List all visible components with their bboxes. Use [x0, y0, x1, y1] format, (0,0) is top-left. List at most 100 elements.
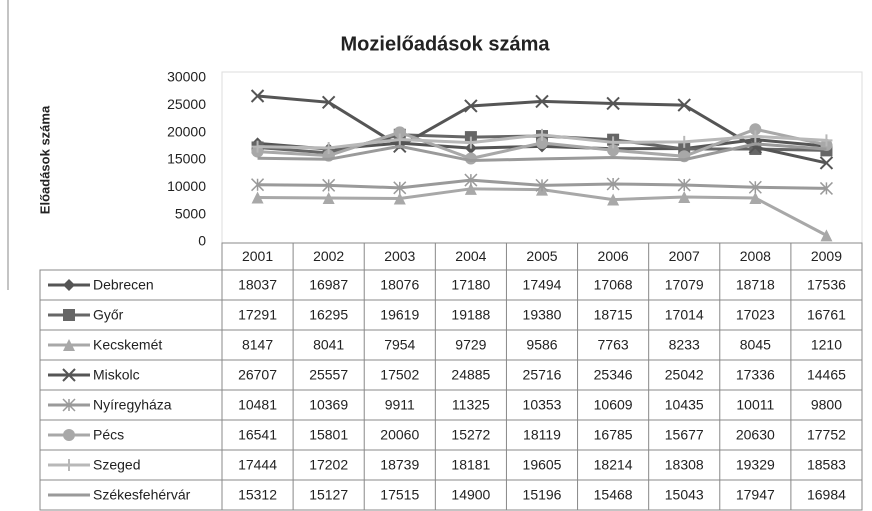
table-value: 17180 — [451, 277, 490, 293]
table-value: 19188 — [451, 307, 490, 323]
y-tick-label: 25000 — [167, 96, 206, 112]
x-tick-label: 2008 — [740, 248, 771, 264]
y-tick-label: 5000 — [175, 205, 206, 221]
marker — [322, 178, 336, 192]
table-value: 14465 — [807, 367, 846, 383]
table-value: 17947 — [736, 487, 775, 503]
marker — [820, 134, 833, 147]
table-value: 19329 — [736, 457, 775, 473]
y-axis-label: Előadások száma — [37, 105, 52, 214]
table-row — [39, 329, 863, 361]
table-value: 17023 — [736, 307, 775, 323]
table-value: 10481 — [238, 397, 277, 413]
marker — [62, 368, 76, 382]
marker — [819, 156, 834, 170]
marker — [606, 177, 620, 191]
table-value: 1210 — [811, 337, 842, 353]
x-tick-label: 2007 — [669, 248, 700, 264]
table-value: 24885 — [451, 367, 490, 383]
marker — [748, 180, 762, 194]
series-line — [257, 142, 827, 163]
marker — [321, 95, 336, 109]
table-value: 19605 — [523, 457, 562, 473]
table-value: 17536 — [807, 277, 846, 293]
table-value: 9800 — [811, 397, 842, 413]
table-value: 10011 — [736, 397, 774, 413]
table-value: 20060 — [380, 427, 419, 443]
series-line — [257, 187, 828, 237]
marker — [63, 309, 75, 321]
marker — [677, 98, 691, 112]
marker — [749, 130, 762, 143]
marker — [606, 96, 620, 111]
table-value: 17202 — [309, 457, 348, 473]
table-value: 10369 — [309, 397, 348, 413]
x-tick-label: 2004 — [455, 248, 486, 264]
table-value: 25346 — [594, 367, 633, 383]
marker — [322, 192, 335, 205]
table-value: 10353 — [523, 397, 562, 413]
marker — [464, 182, 477, 195]
marker — [251, 178, 265, 192]
marker — [393, 126, 406, 139]
table-value: 17502 — [380, 367, 419, 383]
x-tick-label: 2009 — [811, 248, 842, 264]
marker — [749, 192, 762, 205]
y-tick-label: 15000 — [167, 151, 206, 167]
table-value: 15127 — [309, 487, 348, 503]
table-value: 9911 — [385, 397, 415, 413]
table-value: 16984 — [807, 487, 846, 503]
table-value: 7763 — [598, 337, 629, 353]
marker — [63, 429, 75, 441]
marker — [464, 173, 478, 187]
table-value: 16785 — [594, 427, 633, 443]
table-value: 14900 — [451, 487, 490, 503]
legend-label: Debrecen — [93, 277, 154, 293]
marker — [607, 193, 620, 206]
table-value: 17079 — [665, 277, 704, 293]
table-value: 8041 — [313, 337, 344, 353]
table-value: 8045 — [740, 337, 771, 353]
table-value: 25557 — [309, 367, 348, 383]
marker — [607, 136, 620, 149]
marker — [63, 339, 75, 351]
table-value: 18119 — [523, 427, 561, 443]
table-value: 26707 — [238, 367, 277, 383]
table-value: 18076 — [380, 277, 419, 293]
legend-label: Szeged — [93, 457, 140, 473]
table-value: 15468 — [594, 487, 633, 503]
marker — [820, 229, 833, 242]
table-value: 8147 — [242, 337, 273, 353]
table-value: 17291 — [238, 307, 277, 323]
marker — [251, 140, 264, 153]
legend-label: Pécs — [93, 427, 124, 443]
table-value: 17444 — [238, 457, 277, 473]
legend-label: Székesfehérvár — [93, 487, 191, 503]
marker — [63, 279, 75, 291]
table-value: 18739 — [380, 457, 419, 473]
table-value: 17014 — [665, 307, 704, 323]
x-tick-label: 2002 — [313, 248, 344, 264]
table-value: 10609 — [594, 397, 633, 413]
marker — [607, 144, 620, 157]
table-value: 11325 — [452, 397, 490, 413]
table-value: 17752 — [807, 427, 846, 443]
x-tick-label: 2005 — [526, 248, 557, 264]
table-value: 17068 — [594, 277, 633, 293]
table-value: 18214 — [594, 457, 633, 473]
marker — [393, 181, 407, 195]
table-value: 18718 — [736, 277, 775, 293]
marker — [749, 123, 762, 136]
table-value: 16295 — [309, 307, 348, 323]
table-value: 18583 — [807, 457, 846, 473]
y-tick-label: 30000 — [167, 69, 206, 85]
table-value: 18308 — [665, 457, 704, 473]
table-value: 25042 — [665, 367, 704, 383]
marker — [819, 181, 833, 195]
legend-label: Nyíregyháza — [93, 397, 172, 413]
table-value: 17515 — [380, 487, 419, 503]
marker — [536, 136, 548, 149]
marker — [322, 141, 335, 154]
marker — [678, 190, 691, 203]
table-value: 15043 — [665, 487, 704, 503]
